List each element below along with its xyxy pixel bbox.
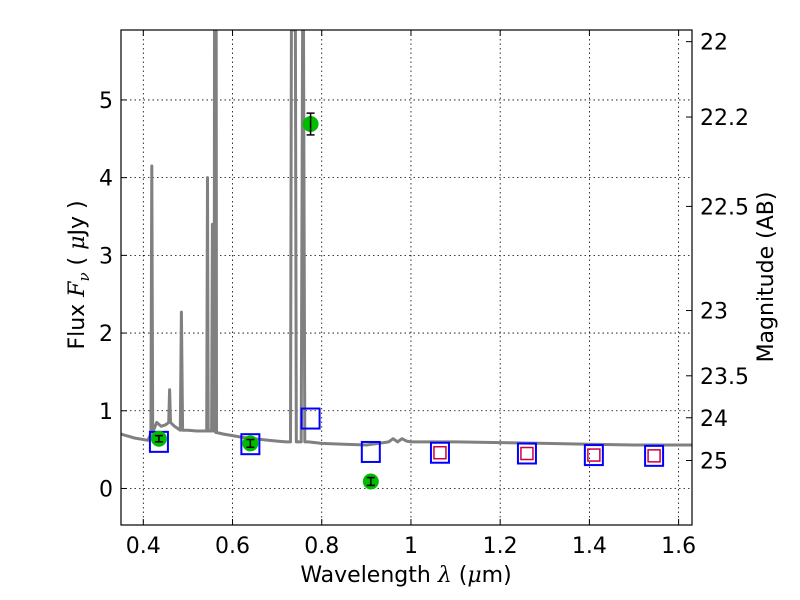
- model-spectrum-line: [121, 30, 692, 447]
- upper-limit-point: [520, 446, 534, 461]
- x-tick-label: 0.4: [126, 534, 161, 559]
- model-photometry-layer: [148, 407, 665, 467]
- y2-tick-label: 24: [700, 407, 728, 432]
- x-tick-label: 0.8: [304, 534, 339, 559]
- upper-limit-point: [647, 449, 661, 463]
- plot-frame: [120, 29, 693, 526]
- y-axis-label: Flux Fν ( μJy ): [65, 200, 93, 349]
- y-tick-label: 4: [99, 167, 113, 192]
- model-photometry-point: [429, 441, 450, 464]
- y-tick-label: 3: [99, 244, 113, 269]
- y-tick-label: 0: [99, 477, 113, 502]
- model-photometry-point: [240, 433, 261, 456]
- y2-tick-label: 22.2: [700, 106, 749, 131]
- x-tick-label: 1.2: [483, 534, 518, 559]
- upper-limit-point: [433, 445, 447, 460]
- y2-tick-label: 22: [700, 31, 728, 56]
- model-photometry-point: [300, 407, 321, 430]
- y2-tick-label: 25: [700, 450, 728, 475]
- x-tick-label: 1: [404, 534, 418, 559]
- model-photometry-point: [516, 442, 537, 465]
- upper-limit-point: [587, 448, 601, 462]
- x-tick-label: 1.6: [661, 534, 696, 559]
- model-photometry-point: [583, 444, 604, 467]
- y-tick-label: 5: [99, 89, 113, 114]
- axis-ticks: 0.4 0.6 0.8 1 1.2 1.4 1.60123452222.222.52323.…: [99, 30, 749, 559]
- model-photometry-point: [644, 444, 665, 467]
- observed-photometry-layer: [150, 112, 379, 490]
- x-tick-label: 1.4: [572, 534, 607, 559]
- x-axis-label: Wavelength λ (μm): [300, 563, 511, 588]
- x-tick-label: 0.6: [215, 534, 250, 559]
- y2-tick-label: 23: [700, 300, 728, 325]
- spectrum-layer: [121, 30, 692, 447]
- model-photometry-point: [360, 440, 381, 463]
- y-tick-label: 1: [99, 400, 113, 425]
- y2-tick-label: 22.5: [700, 195, 749, 220]
- y-tick-label: 2: [99, 322, 113, 347]
- upper-limit-layer: [433, 445, 661, 463]
- y2-axis-label: Magnitude (AB): [754, 192, 779, 363]
- y2-tick-label: 23.5: [700, 365, 749, 390]
